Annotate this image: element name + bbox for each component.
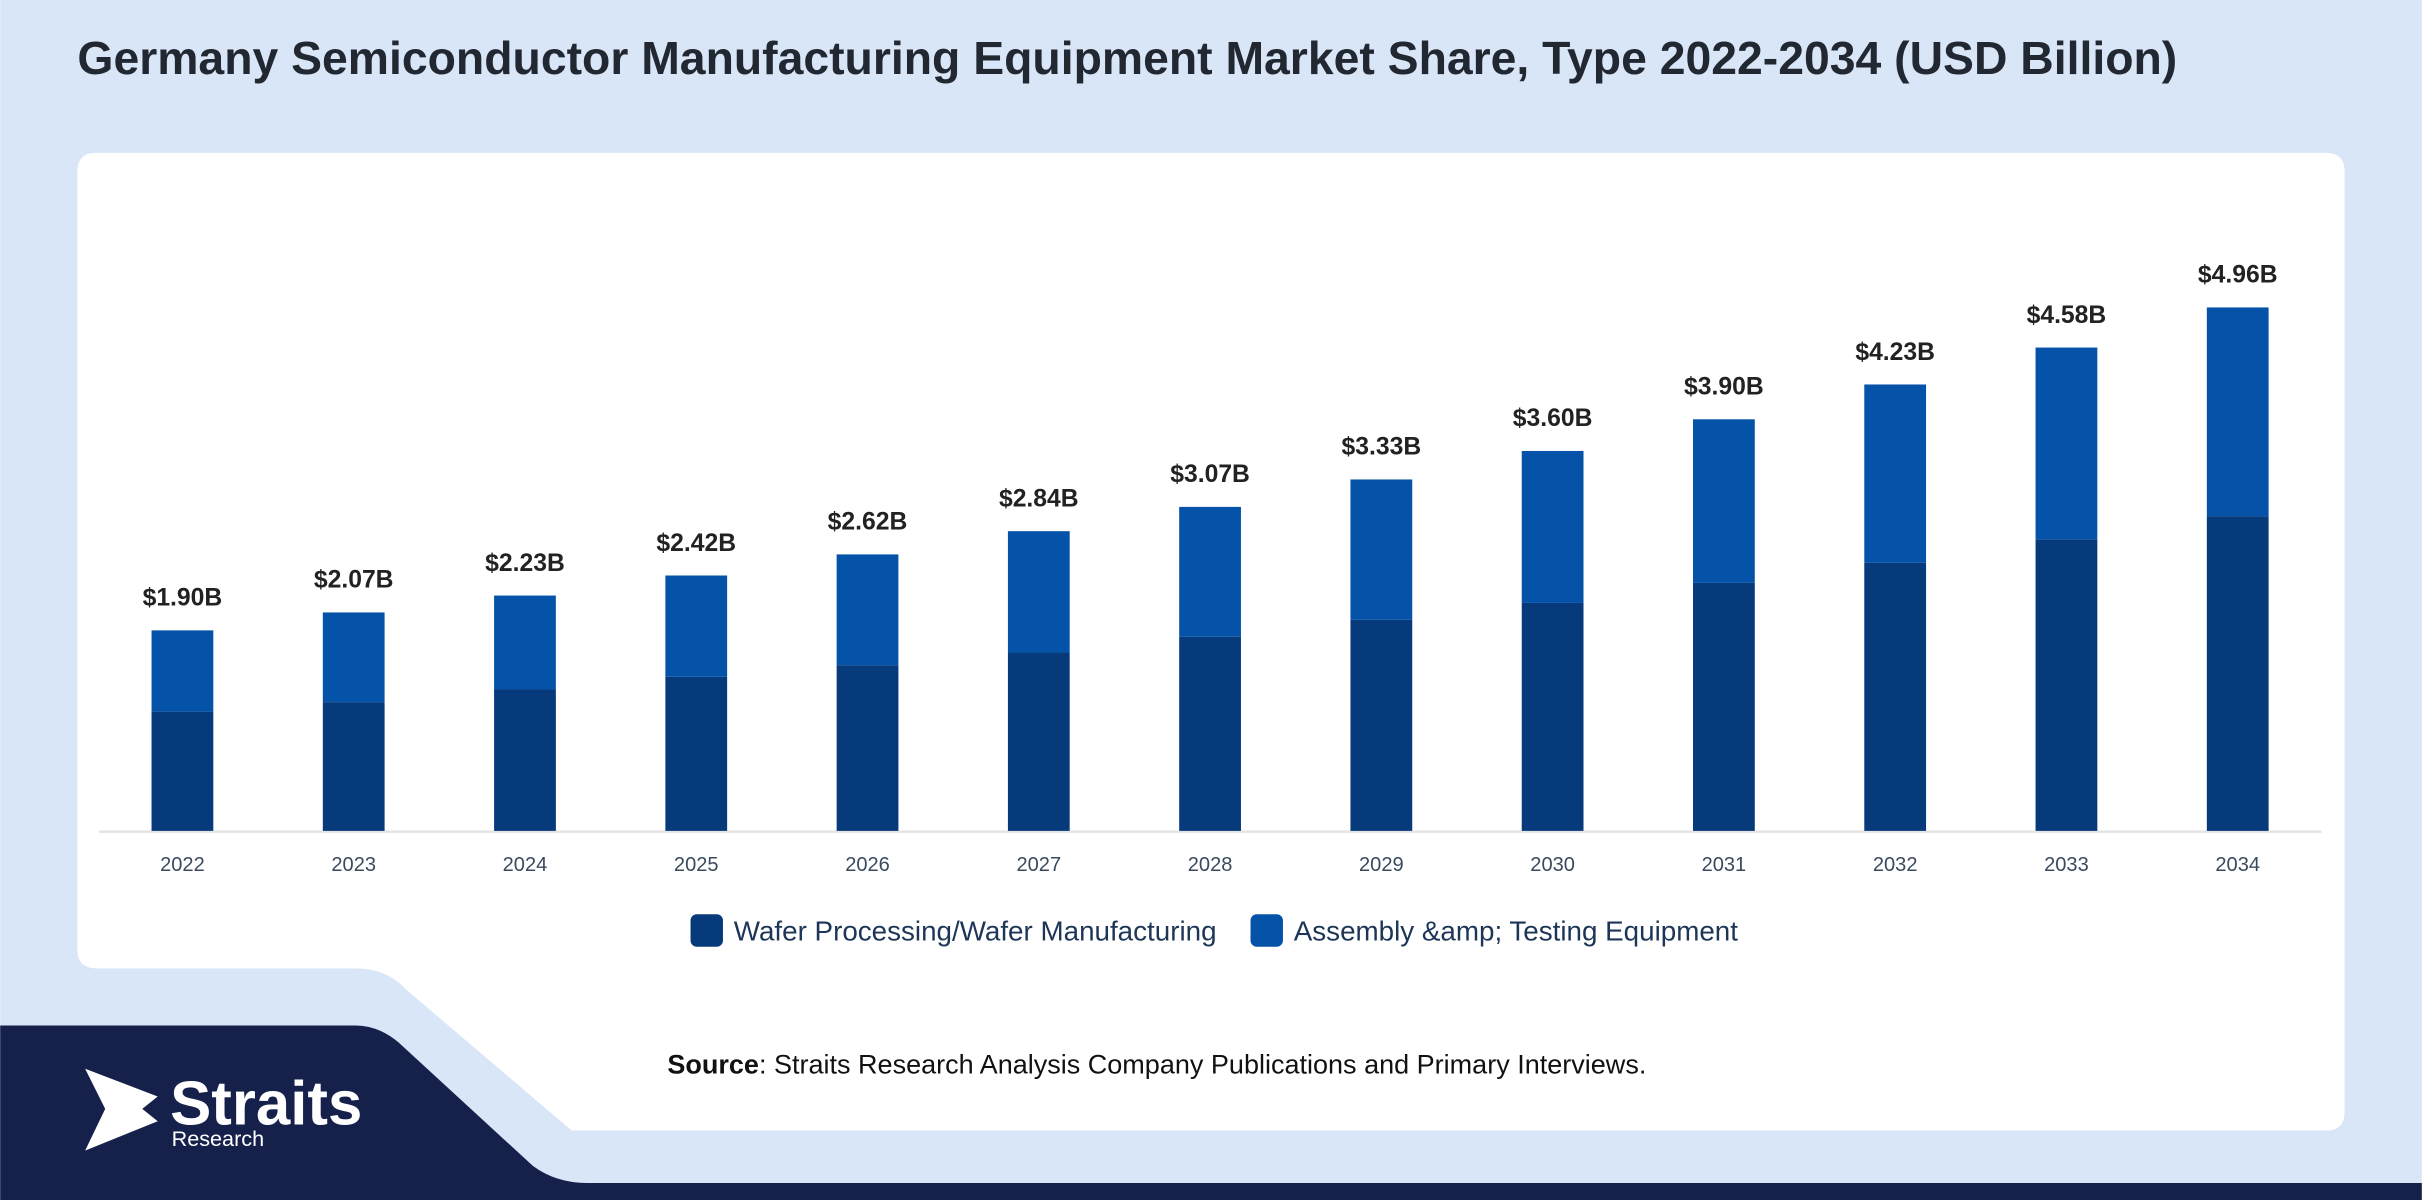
- legend-label: Wafer Processing/Wafer Manufacturing: [734, 916, 1217, 947]
- source-text: : Straits Research Analysis Company Publ…: [759, 1049, 1646, 1079]
- total-label: $2.62B: [828, 509, 908, 536]
- total-label: $2.42B: [656, 530, 736, 557]
- total-label: $3.33B: [1342, 434, 1422, 461]
- total-label: $4.58B: [2027, 302, 2107, 329]
- bar-segment: [1350, 619, 1413, 831]
- bar-segment: [2035, 347, 2098, 540]
- source: Source: Straits Research Analysis Compan…: [667, 1049, 1646, 1079]
- logo-icon: [85, 1068, 158, 1151]
- logo-sub: Research: [172, 1126, 264, 1151]
- bar-segment: [1179, 636, 1241, 831]
- x-tick-label: 2028: [1188, 854, 1233, 876]
- total-label: $4.96B: [2198, 262, 2278, 289]
- x-tick-label: 2029: [1359, 854, 1404, 876]
- bar-segment: [1693, 419, 1755, 583]
- legend-swatch: [1250, 914, 1283, 947]
- bar-segment: [151, 630, 214, 712]
- bar-segment: [2035, 539, 2098, 831]
- total-label: $4.23B: [1855, 339, 1935, 366]
- bar-segment: [836, 554, 899, 666]
- x-tick-label: 2032: [1873, 854, 1918, 876]
- legend-label: Assembly &amp; Testing Equipment: [1294, 916, 1738, 947]
- total-label: $2.23B: [485, 550, 565, 577]
- bar-segment: [322, 702, 385, 831]
- bar-segment: [151, 711, 214, 831]
- x-tick-label: 2025: [674, 854, 719, 876]
- chart-title: Germany Semiconductor Manufacturing Equi…: [77, 32, 2177, 84]
- bar-segment: [1693, 582, 1755, 831]
- bar-segment: [836, 665, 899, 831]
- total-label: $3.90B: [1684, 374, 1764, 401]
- bar-segment: [665, 676, 728, 831]
- bar-segment: [1179, 506, 1241, 637]
- x-tick-label: 2023: [331, 854, 376, 876]
- total-label: $2.84B: [999, 485, 1079, 512]
- bar-segment: [2206, 307, 2269, 517]
- bar-segment: [1007, 652, 1070, 831]
- bar-segment: [1007, 531, 1070, 653]
- bar-segment: [1521, 602, 1584, 831]
- bar-segment: [1864, 562, 1927, 831]
- x-tick-label: 2030: [1530, 854, 1575, 876]
- x-tick-label: 2027: [1016, 854, 1061, 876]
- total-label: $2.07B: [314, 567, 394, 594]
- bar-segment: [665, 575, 728, 677]
- logo-name: Straits: [170, 1069, 362, 1138]
- total-label: $3.60B: [1513, 405, 1593, 432]
- bar-segment: [322, 612, 385, 703]
- bar-segment: [1521, 450, 1584, 603]
- footer-band: [0, 1025, 2422, 1200]
- bar-segment: [1350, 479, 1413, 620]
- total-label: $1.90B: [143, 585, 223, 612]
- x-tick-label: 2022: [160, 854, 205, 876]
- source-label: Source: [667, 1049, 759, 1079]
- x-tick-label: 2034: [2215, 854, 2260, 876]
- x-tick-label: 2026: [845, 854, 890, 876]
- x-tick-label: 2031: [1702, 854, 1747, 876]
- bar-segment: [1864, 384, 1927, 563]
- total-label: $3.07B: [1170, 461, 1250, 488]
- bar-segment: [494, 595, 556, 690]
- bar-segment: [2206, 516, 2269, 831]
- legend-swatch: [690, 914, 723, 947]
- bar-segment: [494, 689, 556, 831]
- x-tick-label: 2024: [503, 854, 548, 876]
- x-tick-label: 2033: [2044, 854, 2089, 876]
